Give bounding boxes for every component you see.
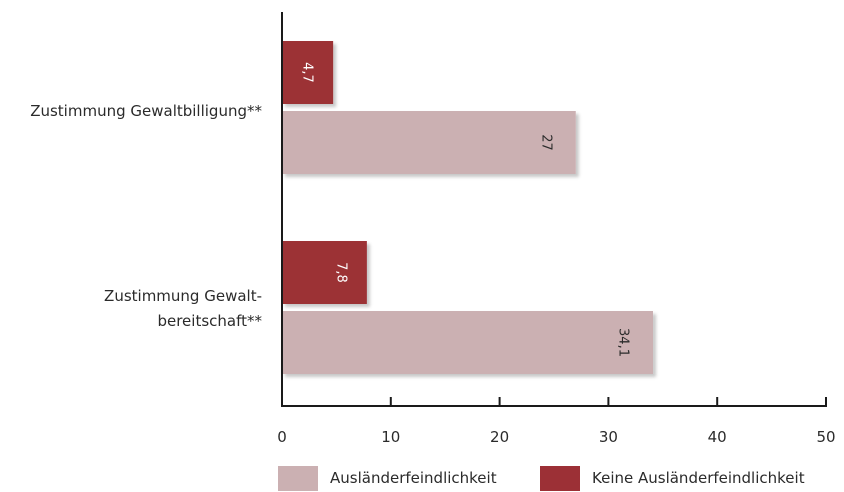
category-label: Zustimmung Gewalt- — [104, 287, 262, 305]
x-tick-label: 40 — [708, 428, 727, 446]
data-label: 34,1 — [616, 328, 631, 357]
data-label: 7,8 — [333, 262, 348, 283]
data-label: 27 — [538, 134, 553, 151]
x-tick-label: 50 — [816, 428, 835, 446]
bar-auslaenderfeindlichkeit — [282, 311, 654, 374]
x-tick-label: 20 — [490, 428, 509, 446]
legend-swatch — [540, 466, 580, 491]
x-tick-label: 0 — [277, 428, 287, 446]
data-label: 4,7 — [300, 62, 315, 83]
legend-label: Ausländerfeindlichkeit — [330, 469, 497, 487]
bar-keine-auslaenderfeindlichkeit — [282, 241, 367, 304]
legend-label: Keine Ausländerfeindlichkeit — [592, 469, 805, 487]
x-tick-label: 30 — [599, 428, 618, 446]
category-label: bereitschaft** — [157, 312, 262, 330]
bar-keine-auslaenderfeindlichkeit — [282, 41, 334, 104]
category-label: Zustimmung Gewaltbilligung** — [30, 102, 262, 120]
bar-auslaenderfeindlichkeit — [282, 111, 576, 174]
x-tick-label: 10 — [381, 428, 400, 446]
legend-swatch — [278, 466, 318, 491]
